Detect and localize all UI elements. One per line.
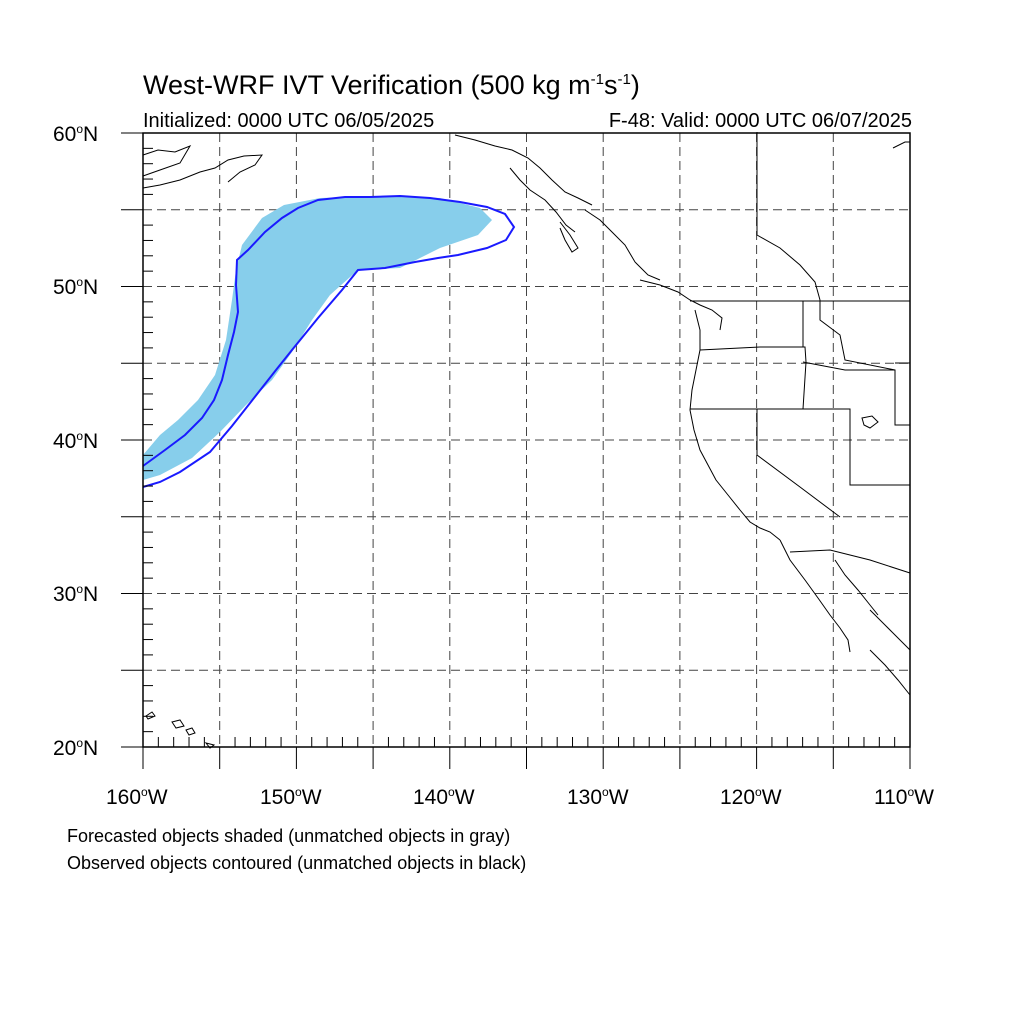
lon-label-110w: 110oW xyxy=(874,785,934,809)
lat-label-20n: 20oN xyxy=(53,736,99,760)
lon-label-150w: 150oW xyxy=(260,785,322,809)
lat-label-30n: 30oN xyxy=(53,582,99,606)
lat-label-50n: 50oN xyxy=(53,275,99,299)
lon-label-160w: 160oW xyxy=(106,785,168,809)
chart-title: West-WRF IVT Verification (500 kg m-1s-1… xyxy=(143,70,640,100)
lat-label-40n: 40oN xyxy=(53,429,99,453)
lon-label-140w: 140oW xyxy=(413,785,475,809)
lon-label-130w: 130oW xyxy=(567,785,629,809)
note-forecast-objects: Forecasted objects shaded (unmatched obj… xyxy=(67,826,511,846)
valid-time: F-48: Valid: 0000 UTC 06/07/2025 xyxy=(608,110,912,132)
observed-object-contour xyxy=(142,194,516,488)
lon-label-120w: 120oW xyxy=(720,785,782,809)
note-observed-objects: Observed objects contoured (unmatched ob… xyxy=(67,853,527,873)
coastlines-boundaries xyxy=(142,132,911,749)
initialized-time: Initialized: 0000 UTC 06/05/2025 xyxy=(143,110,435,132)
axis-ticks xyxy=(121,132,911,769)
lat-label-60n: 60oN xyxy=(53,122,99,146)
forecast-object-shaded xyxy=(143,196,492,480)
